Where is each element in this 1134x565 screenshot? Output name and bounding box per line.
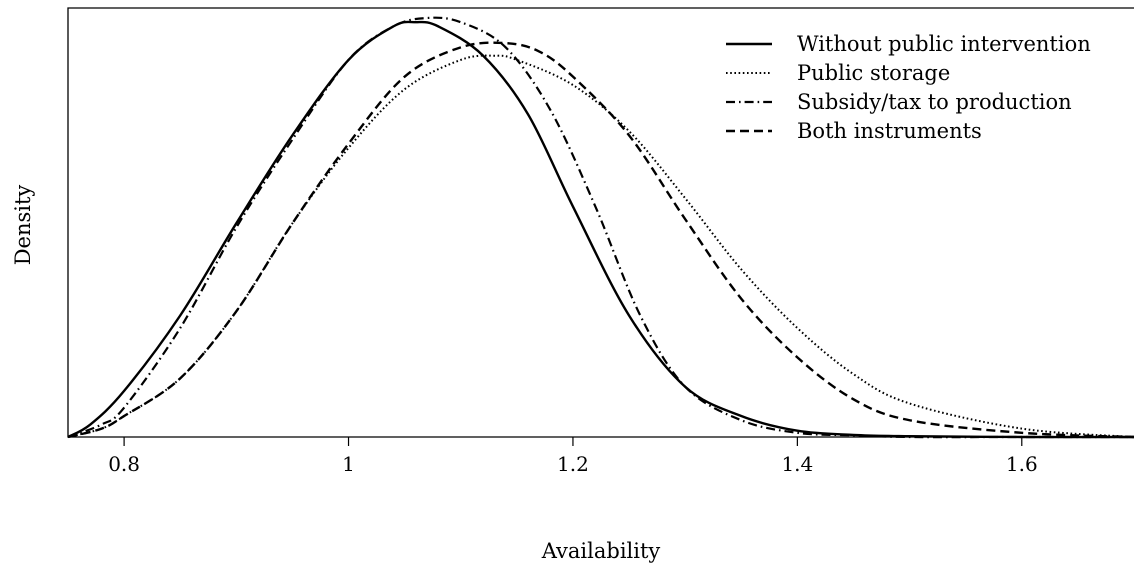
x-axis-label: Availability: [541, 539, 661, 563]
x-tick-label: 1.4: [781, 452, 813, 476]
series-line-3: [67, 41, 1134, 439]
x-tick-label: 0.8: [108, 452, 140, 476]
density-curves: [67, 16, 1134, 439]
x-tick-label: 1.2: [557, 452, 589, 476]
x-tick-label: 1: [342, 452, 355, 476]
y-axis-label: Density: [11, 185, 35, 266]
legend-label-2: Subsidy/tax to production: [797, 90, 1072, 114]
plot-border: [67, 7, 1134, 438]
legend-label-0: Without public intervention: [797, 32, 1091, 56]
series-line-0: [67, 20, 1134, 439]
legend-label-1: Public storage: [797, 61, 950, 85]
x-tick-label: 1.6: [1006, 452, 1038, 476]
plot-frame: [67, 7, 1134, 438]
x-axis: 0.8 1 1.2 1.4 1.6: [108, 437, 1038, 476]
legend-label-3: Both instruments: [797, 119, 982, 143]
series-line-2: [67, 16, 1134, 439]
legend: Without public intervention Public storag…: [726, 32, 1091, 143]
